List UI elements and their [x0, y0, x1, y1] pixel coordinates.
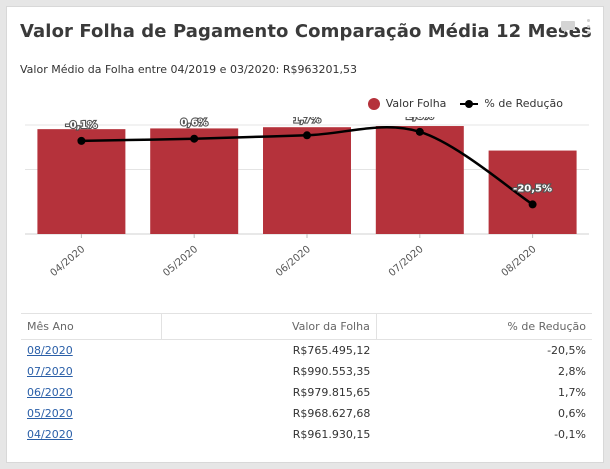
line-point[interactable]	[528, 200, 537, 209]
cell-pct: 0,6%	[558, 406, 586, 420]
x-tick-label: 04/2020	[48, 244, 87, 279]
data-label: 1,7%	[293, 117, 321, 125]
col-header-value[interactable]: Valor da Folha	[160, 313, 377, 340]
data-table: Mês Ano Valor da Folha % de Redução 08/2…	[21, 313, 592, 445]
month-link[interactable]: 07/2020	[27, 364, 73, 378]
combo-chart: 04/2020 05/2020 06/2020 07/2020 08/2020 -0,1%…	[25, 117, 589, 279]
legend-item-line[interactable]: % de Redução	[460, 97, 563, 110]
card-actions	[561, 19, 591, 34]
data-label: -0,1%	[65, 120, 97, 131]
col-header-pct[interactable]: % de Redução	[375, 313, 592, 340]
data-label: -20,5%	[513, 183, 552, 194]
cell-value: R$765.495,12	[292, 343, 371, 357]
line-point[interactable]	[415, 127, 424, 136]
month-link[interactable]: 04/2020	[27, 427, 73, 441]
table-row: 06/2020 R$979.815,65 1,7%	[21, 382, 592, 403]
line-point[interactable]	[77, 136, 86, 145]
cell-month: 05/2020	[21, 403, 161, 424]
data-label: 0,6%	[180, 118, 208, 129]
legend-line-label: % de Redução	[484, 97, 563, 110]
more-options-icon[interactable]	[587, 19, 591, 34]
x-tick-label: 07/2020	[387, 244, 426, 279]
chart-legend: Valor Folha % de Redução	[367, 97, 563, 110]
cell-pct: -20,5%	[547, 343, 586, 357]
x-tick-label: 06/2020	[274, 244, 313, 279]
table-row: 08/2020 R$765.495,12 -20,5%	[21, 340, 592, 361]
legend-bar-label: Valor Folha	[385, 97, 447, 110]
col-header-month[interactable]: Mês Ano	[21, 313, 162, 340]
bar[interactable]	[37, 129, 126, 234]
cell-pct: 2,8%	[558, 364, 586, 378]
line-point[interactable]	[190, 134, 199, 143]
legend-line-swatch	[460, 99, 479, 109]
chart-card: Valor Folha de Pagamento Comparação Médi…	[6, 6, 604, 463]
month-link[interactable]: 06/2020	[27, 385, 73, 399]
cell-value: R$968.627,68	[292, 406, 371, 420]
cell-month: 08/2020	[21, 340, 161, 361]
page-title: Valor Folha de Pagamento Comparação Médi…	[20, 21, 592, 42]
cell-pct: 1,7%	[558, 385, 586, 399]
table-row: 04/2020 R$961.930,15 -0,1%	[21, 424, 592, 445]
cell-month: 07/2020	[21, 361, 161, 382]
bar[interactable]	[375, 126, 464, 234]
cell-pct: -0,1%	[554, 427, 586, 441]
subtitle: Valor Médio da Folha entre 04/2019 e 03/…	[20, 63, 357, 76]
table-row: 05/2020 R$968.627,68 0,6%	[21, 403, 592, 424]
bar[interactable]	[488, 150, 577, 234]
table-header-row: Mês Ano Valor da Folha % de Redução	[21, 313, 592, 340]
comment-icon[interactable]	[561, 20, 575, 33]
data-label: 2,8%	[406, 117, 434, 122]
month-link[interactable]: 08/2020	[27, 343, 73, 357]
cell-month: 04/2020	[21, 424, 161, 445]
bar[interactable]	[150, 128, 239, 234]
cell-value: R$961.930,15	[292, 427, 371, 441]
month-link[interactable]: 05/2020	[27, 406, 73, 420]
cell-value: R$990.553,35	[292, 364, 371, 378]
x-tick-label: 08/2020	[500, 244, 539, 279]
cell-value: R$979.815,65	[292, 385, 371, 399]
line-point[interactable]	[303, 131, 311, 140]
bar[interactable]	[263, 127, 351, 234]
x-tick-label: 05/2020	[161, 244, 200, 279]
legend-bar-swatch	[367, 97, 380, 110]
table-row: 07/2020 R$990.553,35 2,8%	[21, 361, 592, 382]
cell-month: 06/2020	[21, 382, 161, 403]
legend-item-bar[interactable]: Valor Folha	[367, 97, 447, 110]
